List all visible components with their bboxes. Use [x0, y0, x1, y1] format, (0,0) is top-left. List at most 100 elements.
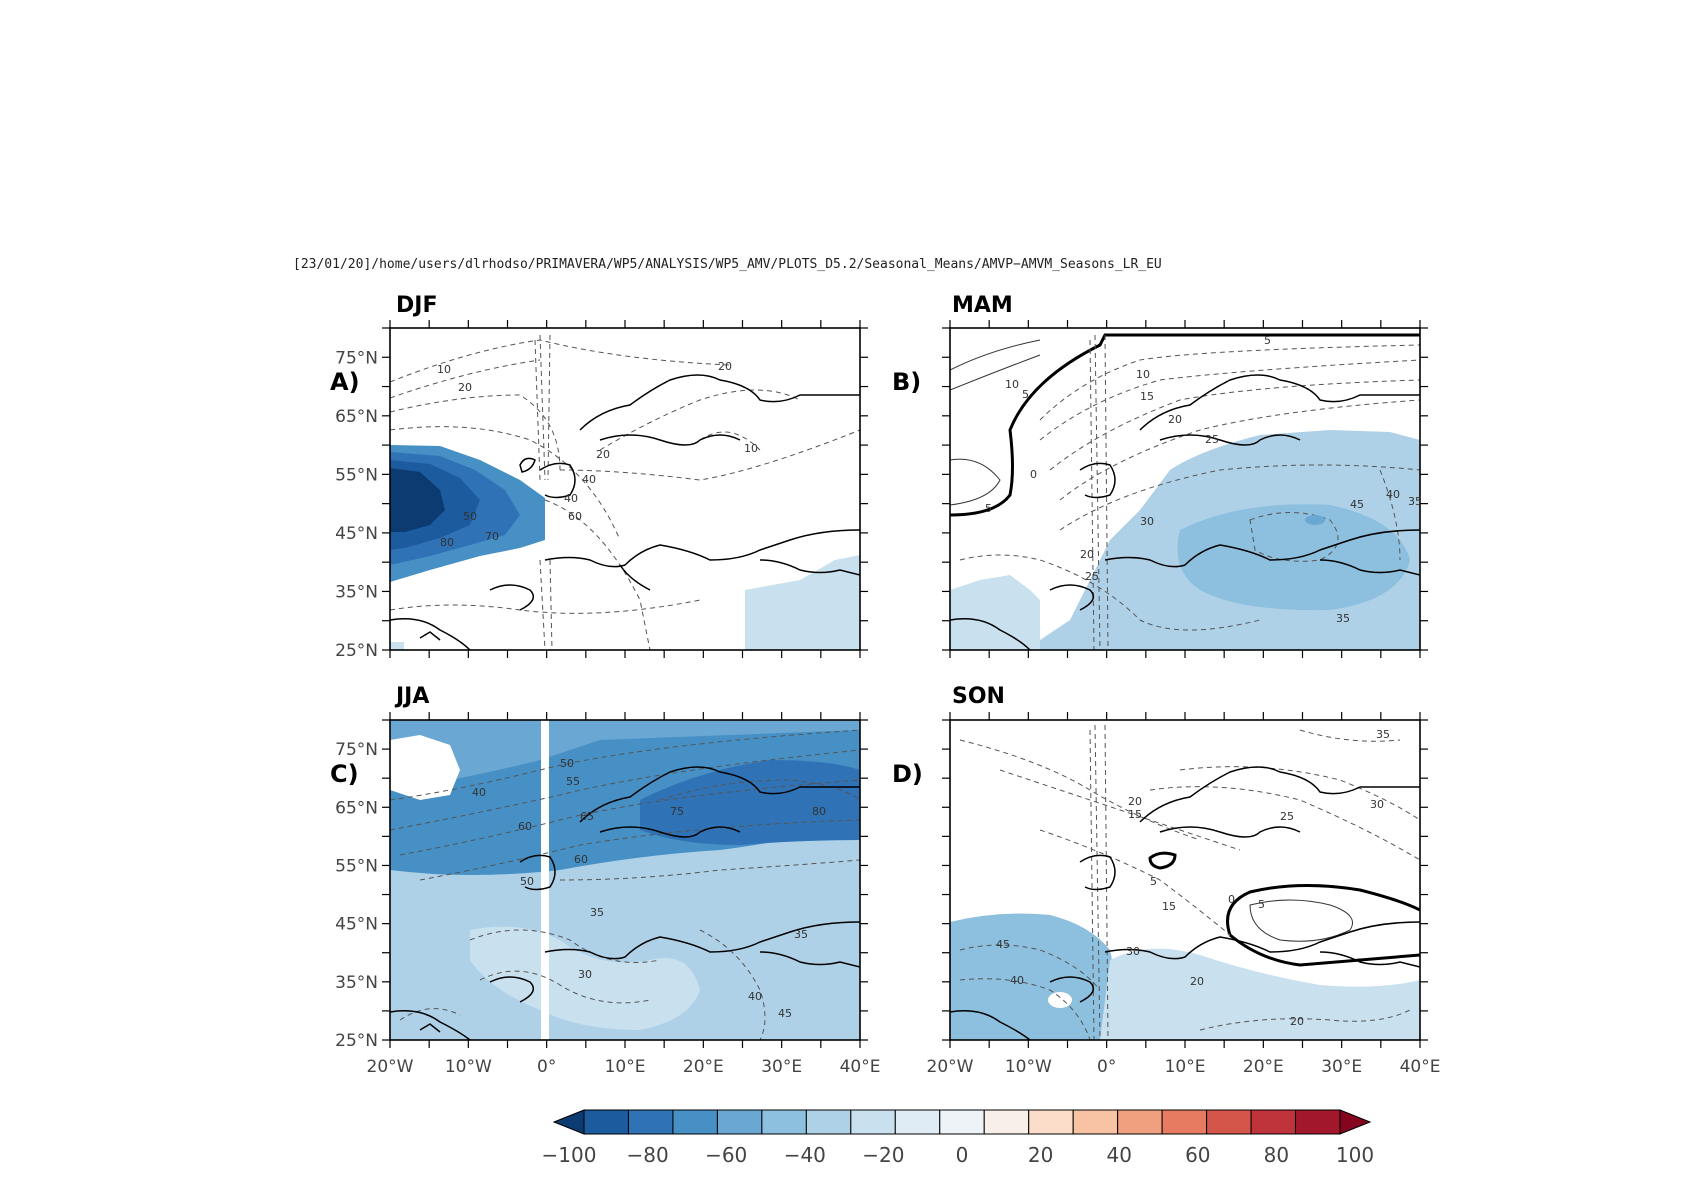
panel-d-zero-contour	[1226, 883, 1420, 967]
svg-text:10: 10	[1136, 368, 1150, 381]
colorbar-tick-label: −80	[626, 1143, 668, 1167]
lat-label: 75°N	[335, 348, 378, 368]
longitude-labels: 20°W 10°W 0° 10°E 20°E 30°E 40°E 20°W 10°W 0° 10°E…	[367, 1057, 1441, 1077]
svg-text:10: 10	[744, 442, 758, 455]
colorbar-tick-label: 40	[1106, 1143, 1131, 1167]
svg-text:30: 30	[578, 968, 592, 981]
svg-text:35: 35	[1408, 495, 1422, 508]
lon-label: 20°W	[367, 1057, 414, 1077]
svg-text:45: 45	[778, 1007, 792, 1020]
svg-text:30: 30	[1140, 515, 1154, 528]
svg-text:30: 30	[1370, 798, 1384, 811]
svg-text:5: 5	[1150, 875, 1157, 888]
svg-text:40: 40	[564, 492, 578, 505]
panel-a-contour-labels: 10 20 20 40 60 80 70 20 50 40 10	[437, 360, 758, 549]
svg-text:60: 60	[518, 820, 532, 833]
panel-a: DJF A)	[330, 293, 861, 651]
colorbar-bin	[1161, 1109, 1208, 1135]
colorbar-tick-label: −100	[542, 1143, 597, 1167]
svg-text:40: 40	[582, 473, 596, 486]
lat-label: 25°N	[335, 1031, 378, 1051]
svg-text:25: 25	[1280, 810, 1294, 823]
colorbar-bin	[894, 1109, 941, 1135]
lat-label: 35°N	[335, 973, 378, 993]
panel-d-zero-small	[1148, 851, 1177, 870]
svg-text:10: 10	[1005, 378, 1019, 391]
panel-b-contours	[959, 334, 1420, 650]
lat-label: 25°N	[335, 641, 378, 661]
panel-b: MAM B)	[892, 293, 1422, 651]
svg-text:55: 55	[566, 775, 580, 788]
svg-text:25: 25	[1085, 570, 1099, 583]
panel-a-contours	[390, 334, 860, 650]
svg-text:50: 50	[520, 875, 534, 888]
svg-text:10: 10	[437, 363, 451, 376]
panel-c-contours	[390, 729, 860, 1040]
svg-text:45: 45	[1350, 498, 1364, 511]
panel-a-letter: A)	[330, 368, 360, 396]
colorbar-tick-label: −60	[705, 1143, 747, 1167]
panel-c-contour-labels: 50 55 40 60 65 75 80 60 50 35 35 30 40 4…	[472, 757, 826, 1020]
colorbar: −100 −80 −60 −40 −20 0 20 40 60 80 100	[542, 1109, 1374, 1167]
lon-label: 10°E	[1165, 1057, 1206, 1077]
colorbar-bin	[672, 1109, 718, 1135]
svg-text:20: 20	[1290, 1015, 1304, 1028]
panel-c-letter: C)	[330, 760, 359, 788]
colorbar-tick-label: 0	[956, 1143, 969, 1167]
panel-c-white-nw	[390, 735, 460, 800]
svg-text:40: 40	[1010, 974, 1024, 987]
svg-text:5: 5	[1022, 388, 1029, 401]
panel-b-coastlines	[950, 374, 1420, 650]
svg-text:80: 80	[440, 536, 454, 549]
svg-text:15: 15	[1162, 900, 1176, 913]
panel-b-map	[950, 328, 1420, 650]
svg-text:50: 50	[463, 510, 477, 523]
lon-label: 0°	[537, 1057, 556, 1077]
lon-label: 20°W	[927, 1057, 974, 1077]
colorbar-tick-label: −20	[862, 1143, 904, 1167]
lat-label: 65°N	[335, 798, 378, 818]
svg-text:40: 40	[748, 990, 762, 1003]
lon-label: 20°E	[683, 1057, 724, 1077]
axis-ticks	[382, 320, 1428, 1048]
colorbar-tick-label: 20	[1028, 1143, 1053, 1167]
svg-text:35: 35	[590, 906, 604, 919]
svg-text:0: 0	[1228, 893, 1235, 906]
svg-text:65: 65	[580, 810, 594, 823]
colorbar-bin	[627, 1109, 674, 1135]
panel-d-coastlines	[950, 766, 1420, 1040]
svg-text:20: 20	[1128, 795, 1142, 808]
svg-text:70: 70	[485, 530, 499, 543]
panel-d: SON D)	[892, 684, 1421, 1041]
lon-label: 20°E	[1243, 1057, 1284, 1077]
svg-text:20: 20	[596, 448, 610, 461]
lat-label: 55°N	[335, 856, 378, 876]
lon-label: 30°E	[761, 1057, 802, 1077]
panel-b-fill-sw	[950, 575, 1040, 650]
lon-label: 10°E	[605, 1057, 646, 1077]
colorbar-bin	[716, 1109, 763, 1135]
file-path-header: [23/01/20]/home/users/dlrhodso/PRIMAVERA…	[293, 257, 1162, 272]
svg-text:20: 20	[458, 381, 472, 394]
svg-text:20: 20	[718, 360, 732, 373]
colorbar-bin	[983, 1109, 1030, 1135]
lon-label: 40°E	[840, 1057, 881, 1077]
panel-c-white-strip	[541, 720, 549, 1040]
colorbar-tick-label: −40	[784, 1143, 826, 1167]
colorbar-bin	[939, 1109, 985, 1135]
panel-c-season-title: JJA	[394, 684, 429, 709]
panel-b-contour-labels: 10 5 0 5 5 10 15 20 25 30 20 25 40 45 35…	[985, 334, 1422, 625]
colorbar-bin	[1072, 1109, 1119, 1135]
svg-text:5: 5	[1258, 898, 1265, 911]
panel-c-fill-south	[470, 926, 700, 1030]
panel-d-fill-south	[1100, 948, 1420, 1040]
panel-c-fill-core	[640, 760, 860, 845]
colorbar-min-arrow	[552, 1109, 585, 1135]
panel-d-contour-labels: 35 20 15 30 25 5 15 0 5 45 40 30 20 20	[996, 728, 1390, 1028]
panel-c: JJA C)	[330, 684, 861, 1041]
svg-text:75: 75	[670, 805, 684, 818]
lat-label: 55°N	[335, 465, 378, 485]
colorbar-max-arrow	[1339, 1109, 1372, 1135]
panel-b-season-title: MAM	[952, 293, 1013, 318]
